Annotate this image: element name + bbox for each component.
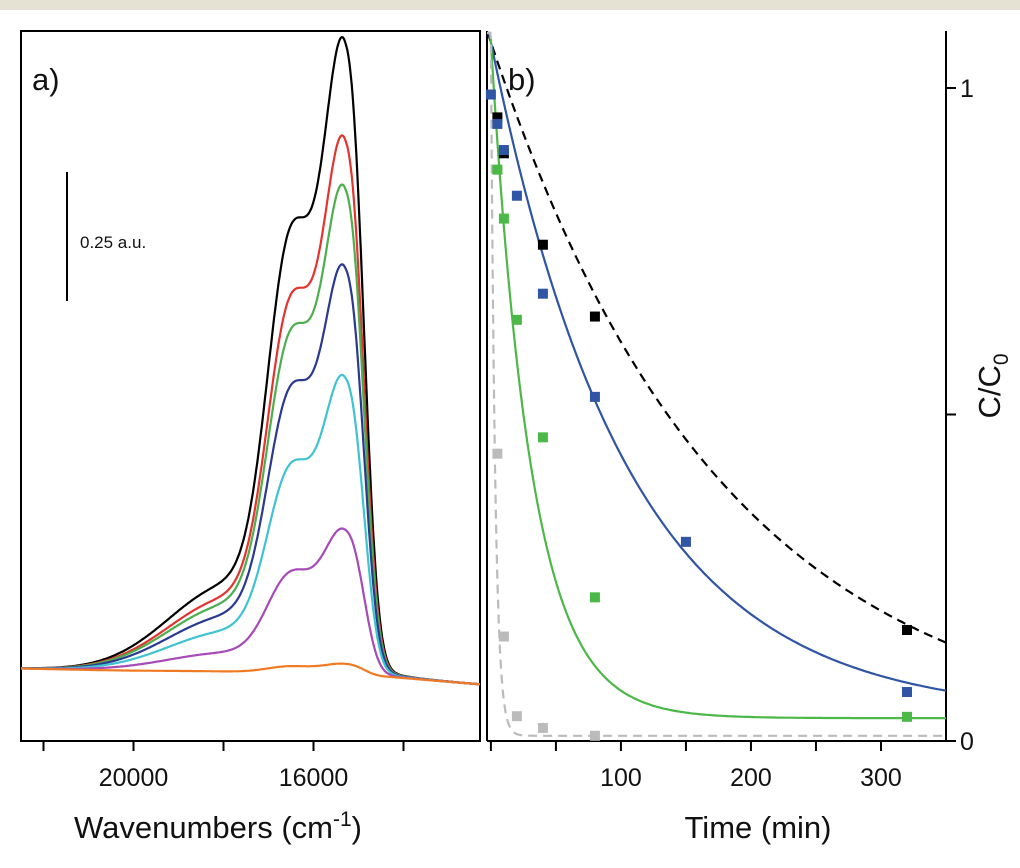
panel-b-y-tick-label: 0 — [960, 728, 974, 756]
fit-curve-3 — [487, 31, 946, 720]
panel-a-x-axis-title: Wavenumbers (cm-1) — [74, 808, 362, 845]
data-point — [511, 314, 522, 325]
data-point — [901, 711, 912, 722]
panel-b-label: b) — [508, 62, 536, 97]
data-point — [492, 118, 503, 129]
data-point — [589, 730, 600, 741]
data-point — [901, 624, 912, 635]
top-band — [0, 0, 1020, 10]
panel-b-y-axis-title: C/C0 — [972, 353, 1013, 418]
panel-b-ticks: 100 200 300 0 1 — [489, 75, 974, 792]
spectrum-line-1 — [21, 36, 481, 686]
data-point — [485, 89, 496, 100]
panel-b-data-points — [485, 89, 912, 741]
panel-b-x-tick-label: 200 — [730, 764, 772, 792]
fit-curve-2 — [487, 31, 947, 692]
panel-a-frame — [20, 30, 481, 742]
data-point — [492, 448, 503, 459]
spectrum-line-7 — [21, 662, 481, 686]
data-point — [901, 687, 912, 698]
panel-b-fit-curves — [486, 31, 947, 737]
panel-a-label: a) — [32, 62, 60, 97]
panel-a-x-tick-label: 16000 — [279, 764, 349, 792]
data-point — [537, 722, 548, 733]
data-point — [537, 239, 548, 250]
data-point — [589, 592, 600, 603]
data-point — [492, 112, 503, 123]
fit-curve-1 — [486, 31, 947, 644]
data-point — [537, 288, 548, 299]
data-point — [511, 190, 522, 201]
spectrum-line-2 — [21, 134, 481, 686]
panel-a-ticks: 20000 16000 — [42, 741, 405, 792]
panel-a-x-tick-label: 20000 — [99, 764, 169, 792]
data-point — [498, 213, 509, 224]
spectrum-line-6 — [21, 527, 481, 686]
data-point — [492, 164, 503, 175]
panel-b-x-axis-title: Time (min) — [685, 810, 832, 845]
fit-curve-4 — [487, 31, 946, 737]
spectrum-line-3 — [21, 183, 481, 686]
data-point — [498, 145, 509, 156]
data-point — [589, 391, 600, 402]
panel-b-x-tick-label: 100 — [600, 764, 642, 792]
panel-b-y-tick-label: 1 — [960, 75, 974, 103]
panel-b-x-tick-label: 300 — [860, 764, 902, 792]
data-point — [680, 536, 691, 547]
data-point — [511, 711, 522, 722]
data-point — [537, 432, 548, 443]
spectrum-line-4 — [21, 263, 481, 686]
data-point — [589, 311, 600, 322]
scale-bar-label: 0.25 a.u. — [80, 233, 146, 252]
panel-a-spectra — [21, 36, 481, 686]
data-point — [498, 631, 509, 642]
